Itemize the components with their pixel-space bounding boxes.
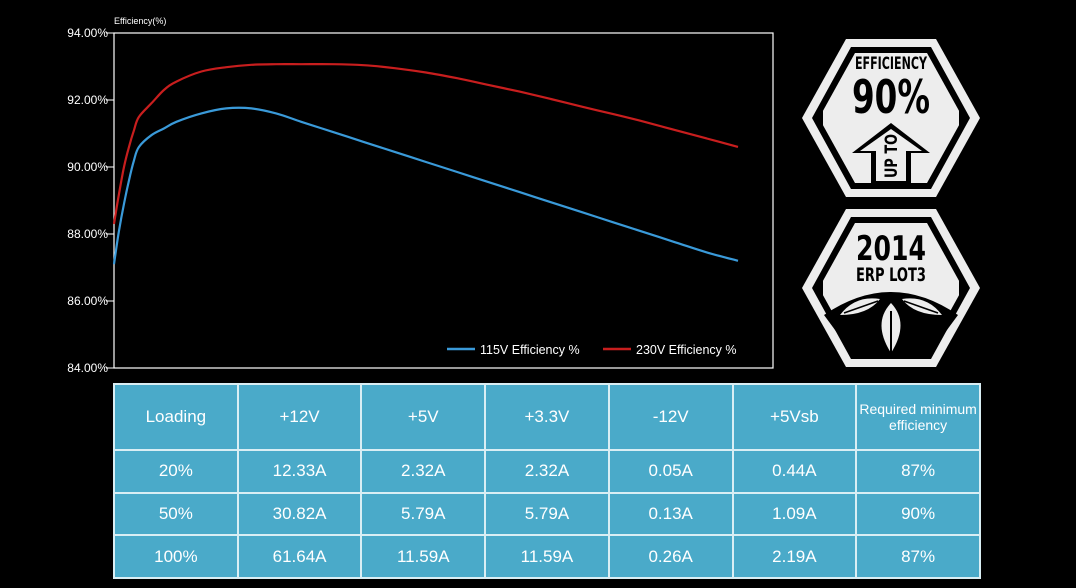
y-tick-label: 86.00% [67, 294, 108, 308]
y-tick-label: 84.00% [67, 361, 108, 375]
table-cell: 20% [113, 448, 239, 494]
table-header-cell: -12V [607, 383, 734, 451]
efficiency-badge-upto: UP TO [882, 134, 902, 178]
table-header-cell: +5Vsb [731, 383, 858, 451]
table-cell: 87% [855, 534, 981, 579]
table-cell: 5.79A [360, 491, 487, 537]
table-cell: 87% [855, 448, 981, 494]
table-header-cell: +3.3V [484, 383, 610, 451]
table-cell: 90% [855, 491, 981, 537]
table-cell: 50% [113, 491, 239, 537]
efficiency-badge: EFFICIENCY 90% UP TO [802, 39, 980, 197]
table-cell: 2.32A [360, 448, 487, 494]
table-cell: 2.32A [484, 448, 610, 494]
y-axis-label: Efficiency(%) [114, 16, 166, 26]
table-cell: 0.05A [607, 448, 734, 494]
rail-current-table: Loading +12V +5V +3.3V -12V +5Vsb Requir… [113, 383, 981, 579]
erp-badge-label: ERP LOT3 [856, 264, 926, 286]
y-tick-label: 88.00% [67, 227, 108, 241]
y-tick-label: 90.00% [67, 160, 108, 174]
table-cell: 2.19A [731, 534, 858, 579]
table-cell: 0.13A [607, 491, 734, 537]
leaf-icon [824, 292, 958, 353]
efficiency-chart: Efficiency(%) 94.00% 92.00% 90.00% 88.00% 86… [67, 16, 774, 375]
erp-lot3-badge: 2014 ERP LOT3 [802, 209, 980, 367]
table-cell: 12.33A [236, 448, 363, 494]
table-row: 20% 12.33A 2.32A 2.32A 0.05A 0.44A 87% [113, 448, 981, 494]
plot-frame [113, 32, 774, 369]
table-row: 50% 30.82A 5.79A 5.79A 0.13A 1.09A 90% [113, 491, 981, 537]
series-line-230v [112, 63, 739, 225]
legend-label: 115V Efficiency % [480, 343, 580, 357]
efficiency-badge-title: EFFICIENCY [855, 54, 927, 74]
legend-label: 230V Efficiency % [636, 343, 737, 357]
efficiency-badge-value: 90% [852, 70, 930, 124]
table-header-cell: Loading [113, 383, 239, 451]
y-tick-label: 92.00% [67, 93, 108, 107]
series-line-115v [112, 106, 739, 265]
table-header-cell: +12V [236, 383, 363, 451]
table-cell: 1.09A [731, 491, 858, 537]
table-cell: 100% [113, 534, 239, 579]
erp-badge-year: 2014 [856, 229, 926, 269]
table-cell: 0.26A [607, 534, 734, 579]
table-cell: 0.44A [731, 448, 858, 494]
table-cell: 61.64A [236, 534, 363, 579]
table-row: 100% 61.64A 11.59A 11.59A 0.26A 2.19A 87… [113, 534, 981, 579]
y-tick-label: 94.00% [67, 26, 108, 40]
table-header-row: Loading +12V +5V +3.3V -12V +5Vsb Requir… [113, 383, 981, 451]
table-header-cell: Required minimum efficiency [855, 383, 981, 451]
table-cell: 30.82A [236, 491, 363, 537]
table-cell: 11.59A [484, 534, 610, 579]
table-cell: 5.79A [484, 491, 610, 537]
table-cell: 11.59A [360, 534, 487, 579]
table-header-cell: +5V [360, 383, 487, 451]
